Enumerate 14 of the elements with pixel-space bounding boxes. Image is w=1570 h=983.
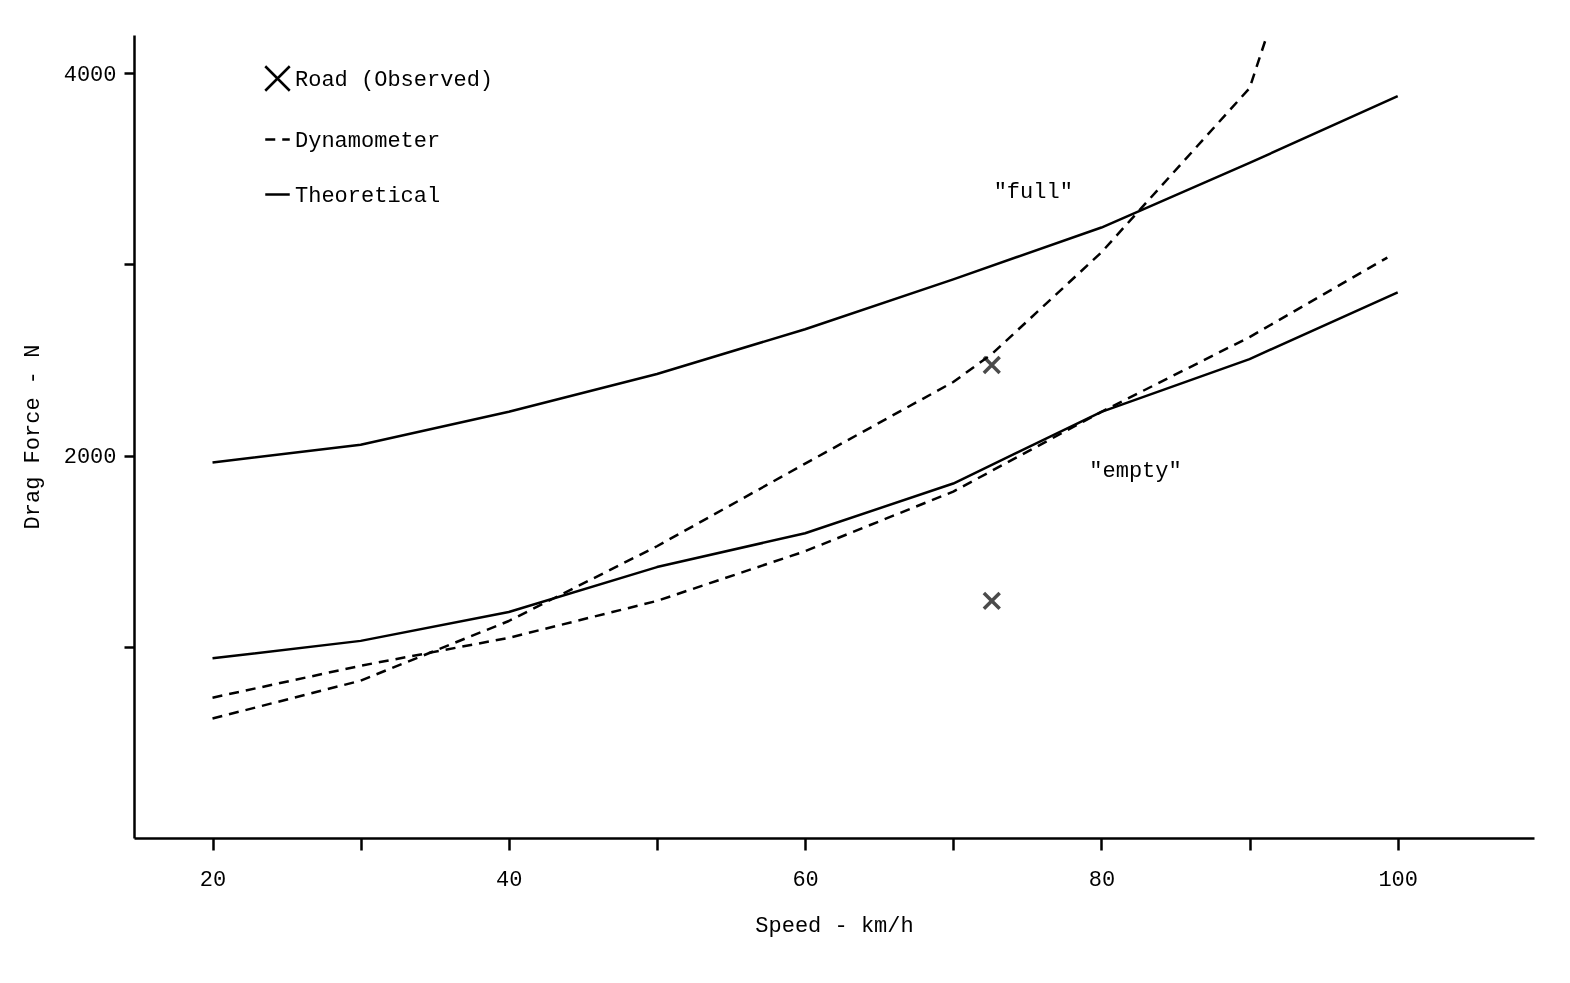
x-axis-title: Speed - km/h	[755, 913, 914, 939]
y-axis-title: Drag Force - N	[20, 344, 46, 530]
y-tick-label: 2000	[63, 445, 117, 471]
legend-label: Road (Observed)	[295, 67, 494, 93]
y-tick-label: 4000	[63, 62, 117, 88]
legend-label: Theoretical	[295, 183, 441, 209]
legend-label: Dynamometer	[295, 128, 441, 154]
annotation: "empty"	[1089, 458, 1182, 484]
annotation: "full"	[993, 180, 1073, 206]
x-tick-label: 40	[496, 867, 523, 893]
x-tick-label: 100	[1378, 867, 1419, 893]
x-tick-label: 80	[1088, 867, 1116, 893]
x-tick-label: 20	[199, 867, 227, 893]
x-tick-label: 60	[792, 867, 819, 893]
